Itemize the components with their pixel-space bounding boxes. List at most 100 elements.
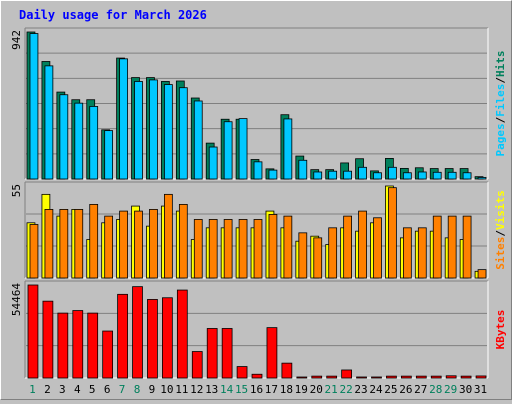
bar-kbytes-day-4 — [72, 310, 84, 379]
x-axis-label-day-12: 12 — [190, 383, 203, 396]
bar-files-day-10 — [164, 84, 173, 180]
bar-sites-day-8 — [134, 210, 143, 279]
bar-kbytes-day-23 — [356, 376, 367, 379]
legend-kbytes: KBytes — [494, 310, 507, 350]
bar-sites-day-21 — [328, 227, 338, 279]
bar-kbytes-day-8 — [132, 286, 143, 379]
y-axis-max-label: 54464 — [10, 283, 23, 316]
x-axis-label-day-7: 7 — [119, 383, 126, 396]
bar-sites-day-28 — [432, 215, 442, 279]
bar-files-day-27 — [417, 171, 427, 180]
y-axis-max-label: 55 — [10, 184, 23, 197]
bar-kbytes-day-13 — [206, 328, 218, 379]
panel-background — [25, 281, 488, 378]
bar-kbytes-day-17 — [266, 327, 278, 379]
legend-visits-sites: Sites/Visits — [494, 190, 507, 270]
bar-sites-day-27 — [417, 227, 427, 279]
bar-kbytes-day-11 — [176, 289, 188, 379]
bar-sites-day-16 — [253, 219, 263, 279]
legend-entry: Hits — [494, 51, 507, 78]
legend-entry: Sites — [494, 237, 507, 270]
x-axis-label-day-18: 18 — [280, 383, 293, 396]
bar-sites-day-4 — [74, 209, 84, 279]
bar-files-day-19 — [298, 159, 308, 180]
bar-kbytes-day-15 — [236, 366, 248, 379]
bar-kbytes-day-14 — [221, 328, 233, 379]
x-axis-label-day-10: 10 — [160, 383, 173, 396]
x-axis-label-day-27: 27 — [414, 383, 427, 396]
bar-kbytes-day-29 — [445, 375, 457, 379]
bar-files-day-6 — [104, 130, 114, 180]
x-axis-label-day-13: 13 — [205, 383, 218, 396]
bar-kbytes-day-26 — [400, 375, 412, 379]
panel-visits-sites: 55 Sites/Visits — [10, 181, 507, 279]
bar-sites-day-30 — [462, 215, 472, 279]
bar-sites-day-3 — [59, 209, 69, 279]
bar-files-day-22 — [343, 170, 352, 180]
bar-sites-day-14 — [223, 219, 233, 279]
x-axis-label-day-26: 26 — [399, 383, 412, 396]
bar-sites-day-11 — [178, 203, 188, 279]
bar-files-day-5 — [89, 106, 99, 180]
legend-entry: / — [494, 77, 507, 84]
bar-kbytes-day-28 — [430, 375, 442, 379]
legend-entry: Pages — [494, 123, 507, 156]
bar-files-day-28 — [432, 171, 442, 180]
bar-kbytes-day-27 — [415, 375, 427, 379]
bar-kbytes-day-31 — [475, 375, 487, 379]
bar-files-day-18 — [283, 118, 293, 180]
bar-files-day-11 — [178, 87, 188, 180]
bar-sites-day-17 — [268, 214, 278, 279]
bar-files-day-14 — [223, 121, 233, 180]
x-axis-label-day-29: 29 — [444, 383, 457, 396]
bar-kbytes-day-5 — [87, 312, 99, 379]
bar-sites-day-12 — [193, 219, 203, 279]
bar-files-day-17 — [268, 169, 278, 180]
bar-sites-day-5 — [89, 203, 99, 279]
x-axis-label-day-31: 31 — [474, 383, 487, 396]
x-axis-label-day-21: 21 — [325, 383, 338, 396]
bar-kbytes-day-19 — [296, 376, 308, 379]
x-axis-label-day-5: 5 — [89, 383, 96, 396]
bar-sites-day-24 — [373, 217, 382, 279]
bar-files-day-8 — [134, 81, 143, 180]
legend-entry: KBytes — [494, 310, 507, 350]
bar-sites-day-15 — [238, 219, 248, 279]
bar-kbytes-day-25 — [386, 375, 397, 379]
bar-sites-day-19 — [298, 232, 308, 279]
bar-kbytes-day-2 — [42, 300, 54, 379]
legend-entry: / — [494, 230, 507, 237]
x-axis-label-day-4: 4 — [74, 383, 81, 396]
bar-files-day-26 — [402, 172, 412, 180]
x-axis-label-day-3: 3 — [59, 383, 66, 396]
bar-sites-day-25 — [388, 187, 397, 279]
bar-kbytes-day-3 — [57, 312, 69, 379]
bar-kbytes-day-22 — [341, 369, 352, 379]
bar-kbytes-day-10 — [162, 297, 173, 379]
bar-kbytes-day-16 — [251, 373, 263, 379]
bar-files-day-16 — [253, 161, 263, 180]
x-axis-label-day-19: 19 — [295, 383, 308, 396]
bar-kbytes-day-12 — [191, 351, 203, 379]
bar-sites-day-6 — [104, 215, 114, 279]
bar-kbytes-day-30 — [460, 375, 472, 379]
y-axis-max-label: 942 — [10, 30, 23, 50]
bar-files-day-30 — [462, 172, 472, 180]
x-axis-label-day-30: 30 — [459, 383, 472, 396]
x-axis-label-day-23: 23 — [354, 383, 367, 396]
legend-entry: / — [494, 116, 507, 123]
bar-kbytes-day-9 — [147, 299, 158, 379]
x-axis-label-day-28: 28 — [429, 383, 442, 396]
bar-sites-day-31 — [477, 269, 487, 279]
legend-hits-files-pages: Pages/Files/Hits — [494, 51, 507, 157]
bar-files-day-24 — [373, 172, 382, 180]
bar-files-day-15 — [238, 118, 248, 180]
legend-entry: Files — [494, 84, 507, 117]
bar-files-day-31 — [477, 177, 487, 180]
bar-files-day-9 — [149, 79, 158, 180]
bar-files-day-13 — [208, 146, 218, 180]
bar-files-day-7 — [119, 58, 128, 180]
